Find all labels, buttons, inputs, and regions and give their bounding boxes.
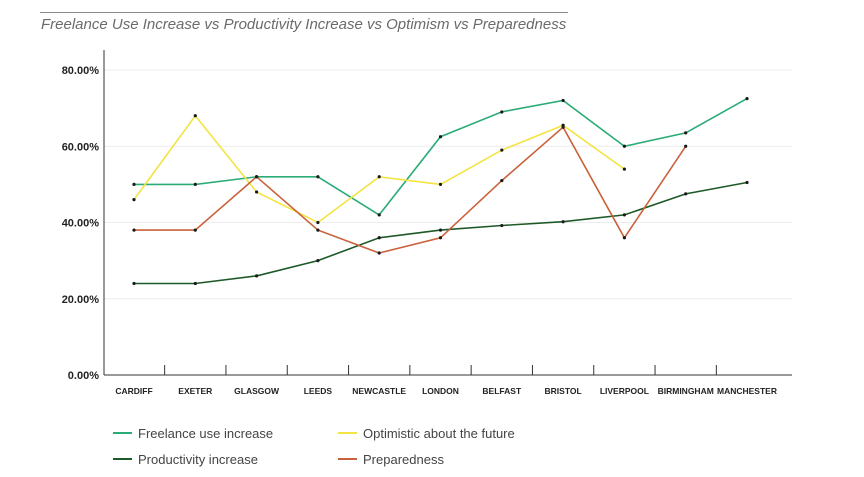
- series-line-freelance-use-increase: [134, 97, 748, 216]
- data-point-productivity-increase-newcastle: [377, 236, 381, 240]
- x-tick-label-belfast: BELFAST: [482, 386, 522, 396]
- axes: [103, 50, 792, 376]
- chart-title: Freelance Use Increase vs Productivity I…: [41, 16, 567, 33]
- data-point-preparedness-leeds: [316, 228, 320, 232]
- data-point-productivity-increase-belfast: [500, 223, 504, 228]
- series-productivity-increase: [132, 180, 749, 286]
- series-line-preparedness: [134, 125, 687, 254]
- legend-item-freelance-use-increase: Freelance use increase: [113, 426, 273, 441]
- gridlines: [104, 69, 792, 300]
- legend: Freelance use increase Optimistic about t…: [113, 426, 515, 467]
- data-point-freelance-use-increase-belfast: [500, 110, 504, 114]
- data-point-productivity-increase-birmingham: [684, 192, 688, 196]
- data-point-freelance-use-increase-newcastle: [377, 213, 381, 217]
- y-tick-label: 80.00%: [62, 65, 100, 77]
- x-tick-label-manchester: MANCHESTER: [717, 386, 777, 396]
- legend-label: Freelance use increase: [138, 426, 273, 441]
- data-point-productivity-increase-leeds: [316, 259, 320, 263]
- data-point-optimistic-about-the-future-leeds: [316, 220, 320, 225]
- data-point-productivity-increase-glasgow: [255, 274, 259, 278]
- data-point-preparedness-bristol: [561, 125, 565, 129]
- data-point-freelance-use-increase-london: [438, 135, 443, 139]
- legend-item-productivity-increase: Productivity increase: [113, 452, 258, 467]
- data-point-preparedness-birmingham: [684, 144, 688, 148]
- legend-label: Optimistic about the future: [363, 426, 515, 441]
- legend-label: Productivity increase: [138, 452, 258, 467]
- data-point-freelance-use-increase-birmingham: [684, 131, 688, 135]
- series: [132, 96, 749, 286]
- x-tick-label-bristol: BRISTOL: [545, 386, 582, 396]
- data-point-freelance-use-increase-cardiff: [132, 182, 136, 186]
- x-tick-label-exeter: EXETER: [178, 386, 212, 396]
- data-point-freelance-use-increase-bristol: [561, 98, 565, 103]
- data-point-productivity-increase-cardiff: [132, 281, 136, 286]
- data-point-optimistic-about-the-future-glasgow: [255, 190, 259, 194]
- x-tick-label-cardiff: CARDIFF: [115, 386, 152, 396]
- data-point-optimistic-about-the-future-london: [438, 182, 443, 186]
- data-point-preparedness-london: [438, 236, 443, 240]
- y-tick-label: 40.00%: [62, 218, 100, 230]
- data-point-productivity-increase-bristol: [561, 220, 565, 224]
- x-tick-label-leeds: LEEDS: [304, 386, 333, 396]
- series-preparedness: [132, 125, 688, 255]
- y-tick-label: 0.00%: [68, 370, 99, 382]
- data-point-preparedness-glasgow: [255, 175, 259, 179]
- x-tick-marks: [164, 365, 717, 375]
- x-tick-label-birmingham: BIRMINGHAM: [658, 386, 714, 396]
- data-point-productivity-increase-liverpool: [622, 213, 627, 217]
- data-point-freelance-use-increase-manchester: [745, 96, 749, 101]
- data-point-productivity-increase-london: [438, 228, 443, 232]
- data-point-productivity-increase-manchester: [745, 180, 749, 185]
- data-point-freelance-use-increase-leeds: [316, 175, 320, 179]
- data-point-preparedness-cardiff: [132, 228, 136, 232]
- data-point-preparedness-belfast: [500, 178, 504, 183]
- y-tick-label: 20.00%: [62, 294, 100, 306]
- data-point-freelance-use-increase-liverpool: [622, 144, 627, 148]
- y-tick-labels: 0.00% 20.00% 40.00% 60.00% 80.00%: [62, 65, 100, 382]
- title-rule: [40, 12, 568, 13]
- data-point-preparedness-liverpool: [622, 236, 627, 240]
- data-point-preparedness-exeter: [193, 228, 197, 232]
- series-line-optimistic-about-the-future: [133, 114, 625, 224]
- x-tick-labels: CARDIFF EXETER GLASGOW LEEDS NEWCASTLE LONDON…: [115, 386, 777, 396]
- data-point-optimistic-about-the-future-cardiff: [132, 198, 136, 202]
- series-optimistic-about-the-future: [132, 114, 627, 225]
- x-tick-label-liverpool: LIVERPOOL: [600, 386, 649, 396]
- legend-item-preparedness: Preparedness: [338, 452, 444, 467]
- data-point-freelance-use-increase-exeter: [193, 182, 197, 186]
- data-point-optimistic-about-the-future-liverpool: [622, 167, 627, 171]
- x-tick-label-glasgow: GLASGOW: [234, 386, 280, 396]
- series-line-productivity-increase: [134, 181, 748, 285]
- data-point-optimistic-about-the-future-exeter: [193, 114, 197, 118]
- data-point-productivity-increase-exeter: [193, 281, 197, 286]
- legend-item-optimistic-about-the-future: Optimistic about the future: [338, 426, 515, 441]
- data-point-optimistic-about-the-future-belfast: [500, 148, 504, 152]
- legend-label: Preparedness: [363, 452, 444, 467]
- data-point-preparedness-newcastle: [377, 251, 381, 255]
- data-point-optimistic-about-the-future-newcastle: [377, 175, 381, 179]
- x-tick-label-london: LONDON: [422, 386, 459, 396]
- series-freelance-use-increase: [132, 96, 749, 217]
- x-tick-label-newcastle: NEWCASTLE: [352, 386, 406, 396]
- y-tick-label: 60.00%: [62, 141, 100, 153]
